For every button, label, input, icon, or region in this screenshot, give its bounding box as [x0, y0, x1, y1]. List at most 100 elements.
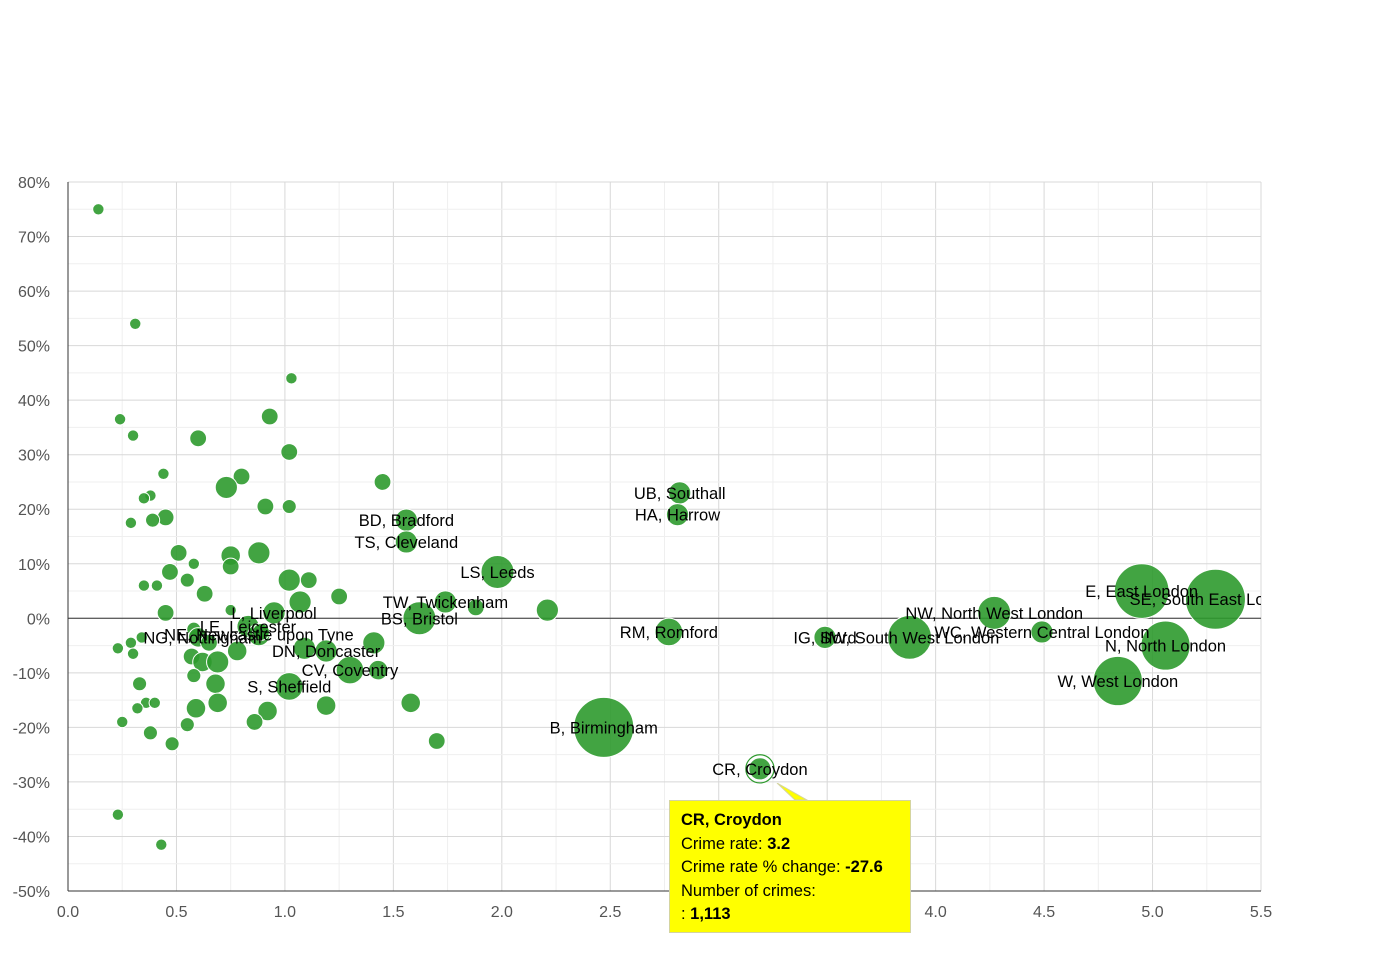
bubble[interactable]: [179, 572, 195, 588]
bubble[interactable]: [257, 700, 278, 722]
bubble[interactable]: [155, 838, 168, 851]
bubble[interactable]: [245, 713, 264, 731]
bubble-label: BS, Bristol: [381, 610, 458, 628]
bubble[interactable]: [665, 503, 690, 527]
bubble[interactable]: [252, 623, 270, 641]
bubble[interactable]: [1113, 563, 1170, 619]
bubble[interactable]: [1140, 620, 1191, 671]
bubble[interactable]: [654, 617, 684, 647]
bubble[interactable]: [185, 698, 207, 719]
bubble[interactable]: [400, 692, 421, 714]
bubble[interactable]: [145, 512, 161, 528]
bubble[interactable]: [394, 530, 418, 554]
bubble-label: N, North London: [1105, 638, 1226, 656]
bubble[interactable]: [186, 668, 202, 684]
bubble[interactable]: [224, 603, 237, 617]
bubble-highlighted[interactable]: [748, 757, 772, 781]
bubble[interactable]: [205, 673, 226, 695]
x-tick-label: 5.5: [1250, 904, 1272, 921]
bubble[interactable]: [280, 443, 299, 461]
bubble[interactable]: [200, 633, 218, 652]
bubble[interactable]: [427, 732, 446, 750]
bubble[interactable]: [187, 557, 201, 570]
bubble[interactable]: [314, 639, 338, 663]
bubble[interactable]: [129, 317, 142, 330]
bubble[interactable]: [221, 557, 240, 576]
bubble[interactable]: [124, 516, 138, 530]
bubble-label: BD, Bradford: [359, 512, 454, 530]
bubble[interactable]: [402, 601, 437, 636]
bubble[interactable]: [116, 715, 129, 729]
bubble[interactable]: [335, 655, 365, 685]
tooltip-count-prefix: :: [681, 905, 691, 923]
bubble[interactable]: [148, 696, 161, 710]
bubble-label: SE, South East London: [1130, 591, 1302, 609]
bubble-label: SW, South West London: [820, 629, 999, 647]
bubble[interactable]: [480, 554, 515, 589]
bubble[interactable]: [179, 717, 195, 733]
tooltip: CR, Croydon Crime rate: 3.2 Crime rate %…: [669, 800, 911, 933]
bubble[interactable]: [195, 584, 214, 603]
bubble-label: RM, Romford: [620, 624, 718, 642]
bubble[interactable]: [126, 647, 140, 660]
bubble[interactable]: [131, 702, 144, 715]
grid: [67, 181, 1262, 892]
bubble[interactable]: [262, 601, 286, 625]
bubble[interactable]: [1092, 655, 1143, 707]
bubble-label: NE, Newcastle upon Tyne: [164, 627, 354, 645]
bubble[interactable]: [1030, 620, 1054, 644]
bubble[interactable]: [189, 429, 208, 448]
tooltip-count-value: 1,113: [690, 905, 731, 923]
bubble[interactable]: [150, 579, 164, 592]
bubble[interactable]: [156, 508, 175, 527]
bubble[interactable]: [126, 429, 140, 442]
bubble[interactable]: [226, 640, 248, 662]
bubble[interactable]: [161, 563, 179, 581]
bubble[interactable]: [315, 695, 337, 716]
bubble[interactable]: [535, 598, 559, 622]
bubble[interactable]: [214, 475, 238, 500]
bubble[interactable]: [232, 467, 251, 486]
bubble[interactable]: [164, 736, 180, 752]
bubble[interactable]: [373, 473, 392, 491]
bubble[interactable]: [288, 590, 312, 614]
bubble[interactable]: [281, 498, 297, 515]
bubble[interactable]: [111, 642, 125, 655]
bubble[interactable]: [169, 543, 188, 562]
bubble-label: IG, Ilford: [793, 629, 856, 647]
bubble[interactable]: [142, 725, 158, 741]
bubble[interactable]: [573, 696, 635, 758]
bubble[interactable]: [274, 672, 304, 701]
bubble[interactable]: [124, 636, 138, 650]
bubble-label: TW, Twickenham: [383, 594, 508, 612]
bubble[interactable]: [111, 808, 125, 821]
bubble[interactable]: [135, 631, 148, 644]
bubble[interactable]: [813, 625, 837, 649]
bubble[interactable]: [277, 568, 301, 592]
bubble[interactable]: [207, 692, 228, 714]
bubble[interactable]: [977, 595, 1012, 630]
bubble[interactable]: [466, 598, 485, 617]
bubble[interactable]: [299, 571, 318, 590]
bubble[interactable]: [256, 497, 275, 516]
bubble[interactable]: [367, 659, 389, 681]
bubble[interactable]: [137, 492, 151, 505]
bubble[interactable]: [260, 407, 279, 426]
bubble[interactable]: [206, 650, 230, 674]
bubble-label: LS, Leeds: [460, 564, 534, 582]
bubble[interactable]: [156, 603, 175, 622]
bubble-label: NG, Nottingham: [143, 629, 261, 647]
bubble[interactable]: [247, 541, 271, 565]
bubble[interactable]: [330, 587, 349, 606]
bubble[interactable]: [137, 579, 151, 592]
bubble[interactable]: [1184, 568, 1246, 630]
bubble[interactable]: [285, 372, 298, 385]
bubble[interactable]: [132, 676, 148, 692]
bubble[interactable]: [887, 614, 933, 660]
bubble[interactable]: [92, 203, 105, 216]
bubble[interactable]: [113, 413, 127, 426]
bubble[interactable]: [157, 467, 170, 480]
bubble[interactable]: [362, 631, 386, 655]
bubble[interactable]: [433, 590, 458, 614]
y-tick-label: 0%: [27, 611, 50, 628]
